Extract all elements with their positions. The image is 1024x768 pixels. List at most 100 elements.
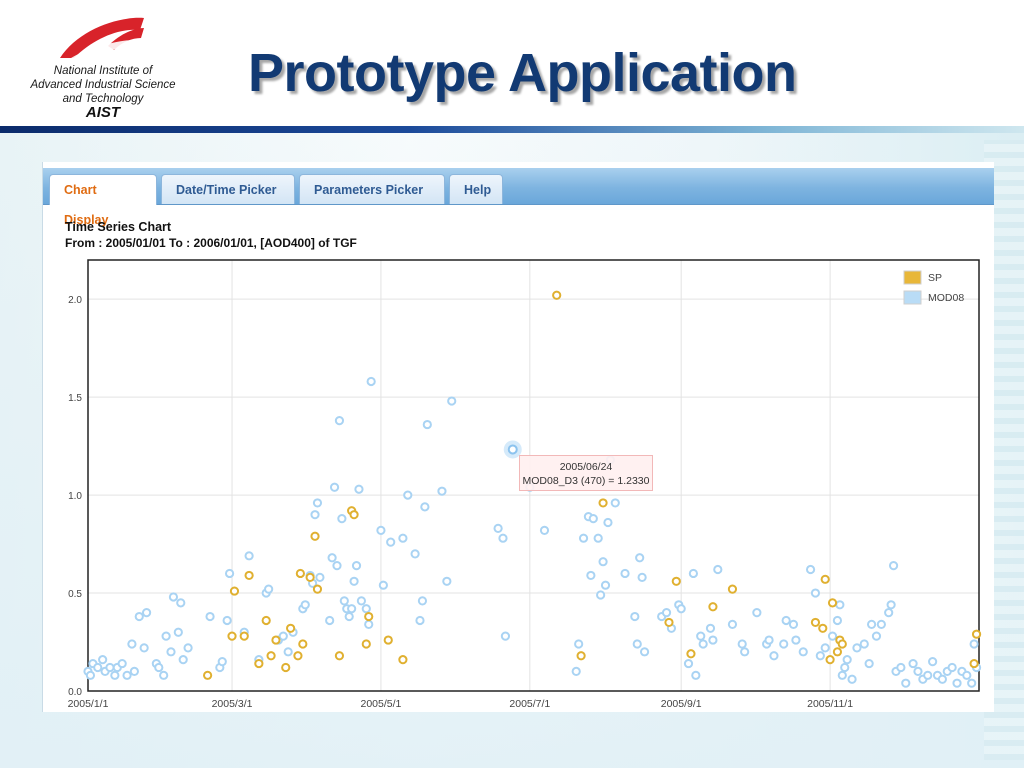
data-point-mod08: [923, 670, 933, 680]
data-point-sp: [820, 574, 830, 584]
data-point-mod08: [224, 568, 235, 579]
data-point-mod08: [727, 619, 738, 629]
data-point-mod08: [866, 619, 877, 629]
data-point-mod08: [420, 502, 430, 512]
data-point-mod08: [588, 514, 598, 524]
data-point-mod08: [351, 561, 362, 571]
data-point-sp: [825, 655, 835, 665]
data-point-sp: [827, 598, 838, 608]
data-point-sp: [552, 290, 562, 300]
data-point-mod08: [705, 623, 716, 633]
data-point-sp: [727, 584, 738, 594]
data-point-sp: [266, 651, 276, 661]
data-point-sp: [810, 617, 821, 628]
data-point-mod08: [344, 611, 354, 622]
data-point-mod08: [93, 662, 103, 673]
data-point-sp: [398, 655, 408, 665]
data-point-mod08: [635, 553, 645, 563]
data-point-mod08: [173, 627, 183, 637]
data-point-mod08: [788, 619, 799, 629]
data-point-mod08: [691, 670, 701, 680]
data-point-sp: [293, 651, 303, 661]
data-point-mod08: [329, 482, 340, 492]
data-point-mod08: [901, 678, 911, 688]
data-point-mod08: [884, 608, 894, 618]
data-point-mod08: [740, 647, 750, 657]
data-point-mod08: [791, 635, 801, 645]
data-point-mod08: [928, 657, 938, 667]
data-point-sp: [305, 572, 315, 582]
data-point-mod08: [815, 651, 825, 661]
data-point-mod08: [952, 678, 962, 688]
data-point-mod08: [610, 498, 620, 508]
data-point-mod08: [403, 490, 413, 500]
data-point-mod08: [98, 655, 108, 665]
legend-label-sp: SP: [928, 272, 942, 284]
data-point-mod08: [639, 647, 650, 657]
data-point-sp: [254, 658, 264, 669]
data-point-mod08: [769, 651, 779, 661]
data-point-mod08: [888, 561, 899, 571]
title-divider: [0, 126, 1024, 133]
logo-line-2: Advanced Industrial Science: [30, 79, 176, 91]
y-tick-label: 0.0: [68, 687, 82, 698]
data-point-sp: [818, 623, 828, 633]
data-point-mod08: [310, 510, 320, 520]
data-point-sp: [349, 510, 359, 520]
data-point-sp: [832, 647, 843, 657]
data-point-mod08: [327, 553, 337, 563]
legend-swatch-sp: [903, 270, 922, 285]
data-point-mod08: [378, 580, 388, 590]
data-point-sp: [671, 576, 681, 586]
data-point-mod08: [354, 484, 364, 494]
x-tick-label: 2005/9/1: [661, 698, 702, 710]
data-point-mod08: [886, 600, 896, 610]
data-point-mod08: [141, 608, 152, 618]
data-point-mod08: [315, 572, 325, 582]
data-point-mod08: [110, 670, 120, 680]
data-point-sp: [271, 635, 281, 645]
data-point-mod08: [574, 639, 584, 649]
data-point-sp: [969, 658, 979, 669]
data-point-mod08: [913, 666, 923, 677]
data-point-mod08: [159, 670, 169, 680]
data-point-sp: [686, 649, 696, 659]
data-point-mod08: [637, 572, 647, 582]
data-point-mod08: [698, 639, 708, 649]
data-point-sp: [261, 615, 271, 626]
data-point-mod08: [810, 588, 821, 598]
data-point-sp: [229, 586, 240, 596]
tab-parameters-picker[interactable]: Parameters Picker: [299, 174, 445, 204]
data-point-sp: [295, 568, 305, 579]
data-point-mod08: [222, 615, 232, 626]
data-point-mod08: [205, 611, 215, 622]
data-point-mod08: [366, 376, 376, 387]
data-point-sp: [298, 639, 308, 649]
data-point-mod08: [415, 615, 425, 626]
data-point-mod08: [896, 662, 906, 673]
chart-legend: SP MOD08: [903, 270, 964, 305]
data-point-mod08: [908, 658, 918, 669]
data-point-mod08: [334, 416, 345, 426]
tab-chart-display[interactable]: Chart Display: [49, 174, 157, 227]
data-point-mod08: [337, 514, 347, 524]
logo-line-1: National Institute of: [53, 65, 153, 77]
data-point-sp: [576, 651, 586, 661]
logo-text: National Institute of Advanced Industria…: [8, 64, 198, 120]
data-point-mod08: [500, 631, 511, 641]
tab-help[interactable]: Help: [449, 174, 503, 204]
tab-date-time-picker[interactable]: Date/Time Picker: [161, 174, 295, 204]
data-point-sp: [664, 617, 674, 628]
data-point-mod08: [842, 655, 852, 665]
data-point-mod08: [947, 662, 957, 673]
data-point-sp: [364, 611, 374, 622]
data-point-mod08: [493, 523, 503, 533]
data-point-mod08: [781, 615, 791, 626]
data-point-mod08: [847, 674, 857, 684]
data-point-mod08: [820, 643, 830, 653]
data-point-mod08: [244, 551, 254, 561]
aist-logo: National Institute of Advanced Industria…: [8, 10, 188, 122]
data-point-mod08: [300, 600, 310, 610]
data-point-mod08: [166, 647, 176, 657]
